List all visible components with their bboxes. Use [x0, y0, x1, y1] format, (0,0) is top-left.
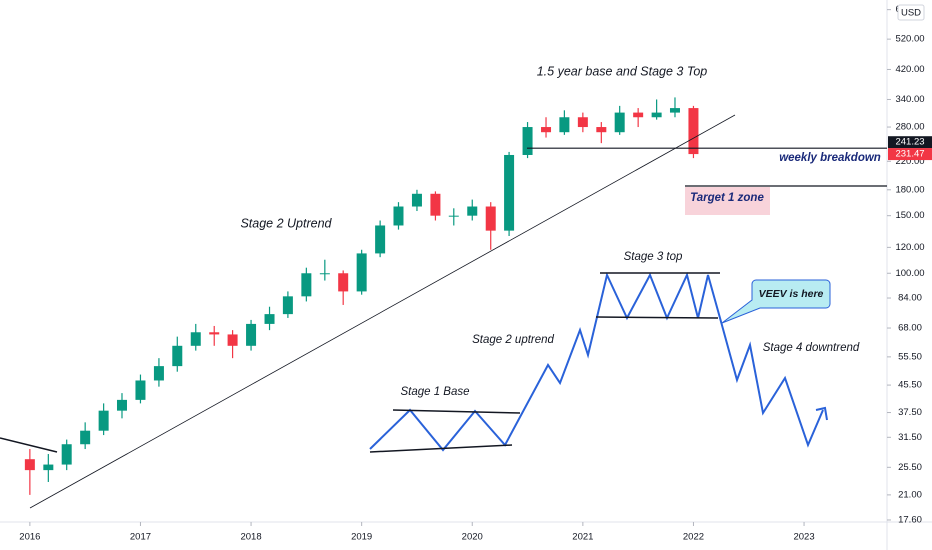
- candle-body: [596, 127, 607, 133]
- x-tick-label: 2021: [572, 532, 593, 543]
- candle-body: [98, 410, 109, 431]
- trend-line: [29, 114, 736, 509]
- plot: [24, 97, 887, 495]
- y-tick-label: 37.50: [898, 407, 922, 418]
- x-tick-label: 2020: [462, 532, 483, 543]
- y-tick-label: 180.00: [895, 184, 924, 195]
- candle-body: [301, 273, 312, 297]
- y-tick-label: 150.00: [895, 210, 924, 221]
- candle-body: [24, 459, 35, 471]
- downtrend-line: [0, 437, 58, 453]
- stage3-label: Stage 3 top: [624, 251, 683, 263]
- price-badge: [888, 148, 932, 161]
- candle-body: [282, 296, 293, 315]
- stage4-label: Stage 4 downtrend: [763, 342, 860, 354]
- candle-body: [688, 108, 699, 155]
- uptrend-label: Stage 2 Uptrend: [240, 216, 332, 230]
- candle-body: [393, 206, 404, 226]
- y-tick-label: 55.50: [898, 351, 922, 362]
- top-lower: [595, 316, 719, 319]
- veev-label: VEEV is here: [759, 288, 824, 300]
- axes: 17.60 21.00 25.50 31.50 37.50 45.50 55.50 68.00…: [19, 4, 932, 543]
- x-tick-label: 2017: [130, 532, 151, 543]
- candle-body: [448, 215, 459, 217]
- candle-body: [669, 108, 680, 113]
- candle-body: [338, 273, 349, 292]
- candle-body: [116, 399, 127, 411]
- y-tick-label: 68.00: [898, 323, 922, 334]
- y-tick-label: 17.60: [898, 514, 922, 525]
- candle-body: [577, 117, 588, 128]
- top-label: 1.5 year base and Stage 3 Top: [537, 64, 708, 78]
- candle-body: [411, 193, 422, 207]
- candle-body: [227, 334, 238, 346]
- veev-callout: [721, 279, 831, 324]
- candle-body: [43, 464, 54, 471]
- candle-body: [430, 193, 441, 216]
- candle-body: [633, 112, 644, 118]
- candle-body: [319, 273, 330, 275]
- y-tick-label: 280.00: [895, 122, 924, 133]
- candle-body: [61, 444, 72, 465]
- y-tick-label: 420.00: [895, 64, 924, 75]
- candle-body: [375, 225, 386, 254]
- price-badge-label: 231.47: [895, 149, 924, 160]
- y-tick-label: 220.00: [895, 156, 924, 167]
- x-tick-label: 2016: [19, 532, 40, 543]
- price-badge-label: 241.23: [895, 137, 924, 148]
- breakdown-label: weekly breakdown: [779, 152, 881, 164]
- candle-body: [485, 206, 496, 231]
- currency-badge: [897, 4, 925, 21]
- base-bottom: [369, 444, 513, 453]
- candle-body: [467, 206, 478, 216]
- stage-schematic: [369, 271, 824, 452]
- y-tick-label: 100.00: [895, 268, 924, 279]
- y-tick-label: 120.00: [895, 242, 924, 253]
- candle-body: [504, 154, 515, 231]
- candle-body: [614, 112, 625, 133]
- y-tick-label: 45.50: [898, 380, 922, 391]
- candle-body: [522, 127, 533, 155]
- candle-body: [559, 117, 570, 133]
- x-tick-label: 2022: [683, 532, 704, 543]
- y-tick-label: 520.00: [895, 34, 924, 45]
- x-tick-label: 2023: [793, 532, 814, 543]
- x-tick-label: 2018: [240, 532, 261, 543]
- y-tick-label: 84.00: [898, 293, 922, 304]
- currency-label: USD: [901, 8, 921, 19]
- candle-body: [80, 430, 91, 445]
- stage2-label: Stage 2 uptrend: [472, 334, 554, 346]
- stage1-label: Stage 1 Base: [400, 386, 469, 398]
- candle-body: [651, 112, 662, 118]
- y-tick-label: 340.00: [895, 94, 924, 105]
- candle-body: [209, 332, 220, 335]
- x-tick-label: 2019: [351, 532, 372, 543]
- schematic-arrow: [815, 406, 828, 421]
- base-top: [392, 409, 521, 414]
- target-zone: [685, 187, 770, 215]
- candle-body: [135, 380, 146, 400]
- candle-body: [246, 323, 257, 346]
- y-tick-label: 21.00: [898, 489, 922, 500]
- y-tick-label: 31.50: [898, 432, 922, 443]
- candle-body: [153, 366, 164, 381]
- candle-body: [541, 127, 552, 133]
- target-label: Target 1 zone: [690, 192, 764, 204]
- candle-body: [356, 253, 367, 292]
- candle-body: [172, 345, 183, 367]
- price-badge: [888, 136, 932, 149]
- candle-body: [264, 314, 275, 324]
- candle-body: [190, 332, 201, 346]
- y-tick-label: 25.50: [898, 462, 922, 473]
